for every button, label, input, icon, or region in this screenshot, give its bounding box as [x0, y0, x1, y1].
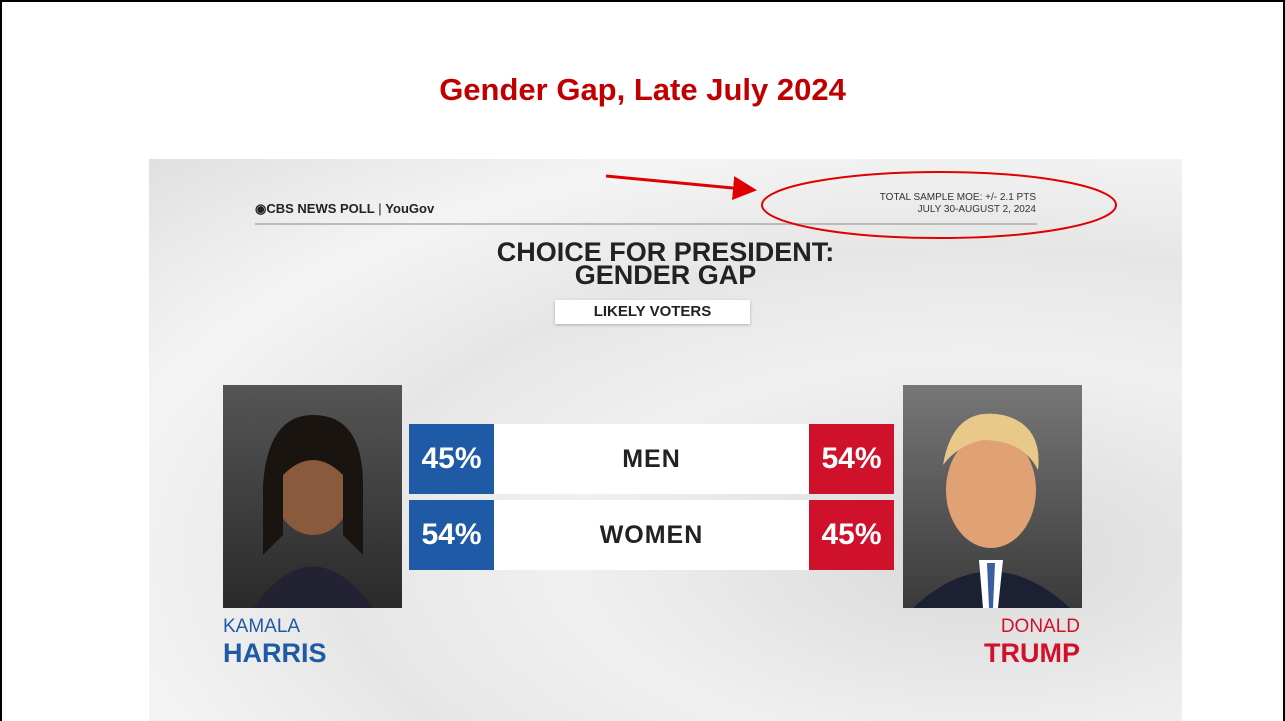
arrow: [606, 176, 754, 190]
annotation: [2, 2, 1283, 721]
slide: Gender Gap, Late July 2024 ◉CBS NEWS POL…: [0, 0, 1285, 721]
highlight-ellipse: [762, 172, 1116, 238]
